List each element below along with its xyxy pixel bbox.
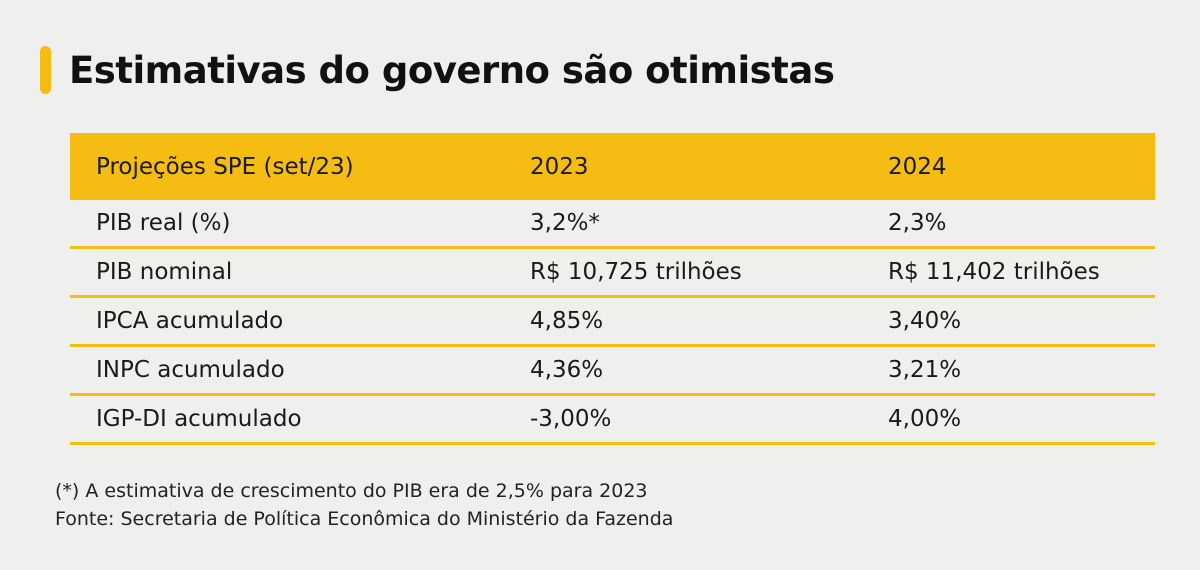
source-line: Fonte: Secretaria de Política Econômica … [55, 508, 674, 530]
table-row: INPC acumulado 4,36% 3,21% [70, 347, 1155, 396]
projections-table: Projeções SPE (set/23) 2023 2024 PIB rea… [70, 133, 1155, 445]
value-2023: R$ 10,725 trilhões [530, 259, 742, 285]
value-2024: 3,40% [888, 308, 962, 334]
row-label: IPCA acumulado [96, 308, 284, 334]
value-2024: 3,21% [888, 357, 962, 383]
footer: (*) A estimativa de crescimento do PIB e… [55, 477, 673, 533]
title-accent-bar [40, 46, 51, 94]
value-2023: 4,36% [530, 357, 604, 383]
row-label: INPC acumulado [96, 357, 285, 383]
value-2024: R$ 11,402 trilhões [888, 259, 1100, 285]
value-2023: 4,85% [530, 308, 604, 334]
header-cell-2023: 2023 [530, 153, 589, 180]
header-cell-2024: 2024 [888, 153, 947, 180]
value-2024: 2,3% [888, 210, 947, 236]
footnote: (*) A estimativa de crescimento do PIB e… [55, 480, 648, 502]
value-2023: -3,00% [530, 406, 612, 432]
table-row: IGP-DI acumulado -3,00% 4,00% [70, 396, 1155, 445]
table-row: IPCA acumulado 4,85% 3,40% [70, 298, 1155, 347]
value-2024: 4,00% [888, 406, 962, 432]
value-2023: 3,2%* [530, 210, 600, 236]
page-title: Estimativas do governo são otimistas [69, 48, 835, 92]
header-cell-label: Projeções SPE (set/23) [96, 153, 354, 180]
row-label: PIB nominal [96, 259, 233, 285]
table-row: PIB nominal R$ 10,725 trilhões R$ 11,402… [70, 249, 1155, 298]
title-block: Estimativas do governo são otimistas [40, 44, 835, 96]
row-label: IGP-DI acumulado [96, 406, 302, 432]
row-label: PIB real (%) [96, 210, 231, 236]
table-row: PIB real (%) 3,2%* 2,3% [70, 200, 1155, 249]
table-header-row: Projeções SPE (set/23) 2023 2024 [70, 133, 1155, 200]
